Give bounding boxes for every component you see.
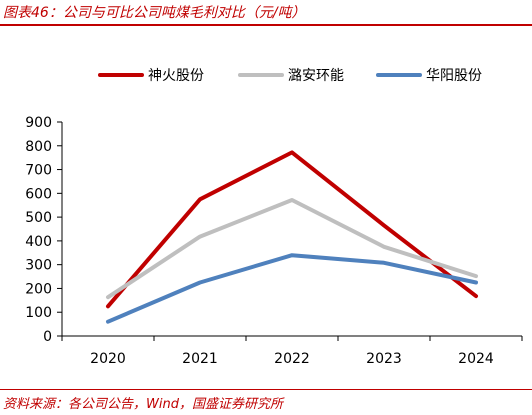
y-tick-label: 100 bbox=[25, 305, 52, 321]
series-line-1 bbox=[106, 150, 478, 309]
y-axis: 0 100 200 300 400 500 600 700 800 900 bbox=[25, 115, 63, 345]
x-tick-label: 2021 bbox=[182, 351, 218, 367]
x-tick-label: 2024 bbox=[458, 351, 494, 367]
x-tick-label: 2023 bbox=[366, 351, 402, 367]
legend-label-2: 潞安环能 bbox=[288, 68, 344, 84]
line-chart: 神火股份 潞安环能 华阳股份 0 100 200 300 400 500 600 700 800 90… bbox=[25, 68, 523, 367]
y-tick-label: 500 bbox=[25, 210, 52, 226]
y-tick-label: 300 bbox=[25, 258, 52, 274]
y-tick-label: 600 bbox=[25, 186, 52, 202]
series-line-3 bbox=[106, 253, 478, 324]
y-tick-label: 900 bbox=[25, 115, 52, 131]
legend: 神火股份 潞安环能 华阳股份 bbox=[98, 68, 482, 84]
y-tick-label: 400 bbox=[25, 234, 52, 250]
x-tick-label: 2020 bbox=[90, 351, 126, 367]
series-line-2 bbox=[106, 198, 478, 300]
x-tick-label: 2022 bbox=[274, 351, 310, 367]
footer-divider bbox=[0, 389, 532, 390]
legend-label-3: 华阳股份 bbox=[426, 68, 482, 84]
y-tick-label: 800 bbox=[25, 139, 52, 155]
chart-title: 图表46：公司与可比公司吨煤毛利对比（元/吨） bbox=[3, 5, 306, 21]
source-note: 资料来源：各公司公告，Wind，国盛证券研究所 bbox=[3, 397, 283, 412]
y-tick-label: 200 bbox=[25, 281, 52, 297]
y-tick-label: 0 bbox=[43, 329, 52, 345]
title-divider bbox=[0, 24, 532, 26]
x-axis: 2020 2021 2022 2023 2024 bbox=[61, 335, 523, 367]
series-group bbox=[106, 150, 478, 324]
y-tick-label: 700 bbox=[25, 163, 52, 179]
legend-label-1: 神火股份 bbox=[148, 68, 204, 84]
